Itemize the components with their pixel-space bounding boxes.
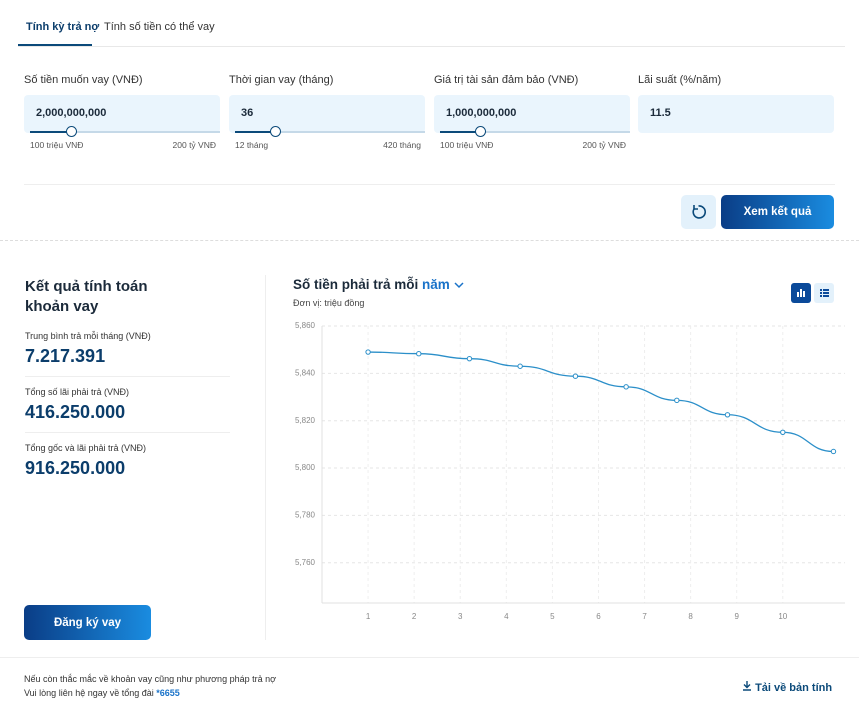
download-text: Tải về bản tính: [755, 682, 833, 694]
chart-subtitle: Đơn vị: triệu đồng: [293, 298, 365, 308]
table-view-button[interactable]: [814, 283, 834, 303]
reset-button[interactable]: [681, 195, 716, 229]
footer-text: Nếu còn thắc mắc về khoản vay cũng như p…: [24, 674, 277, 684]
tab-underline: [18, 44, 92, 46]
stat-value: 7.217.391: [25, 346, 106, 366]
chevron: [454, 282, 464, 289]
slider-min: 12 tháng: [235, 140, 269, 150]
x-tick-label: 4: [504, 612, 509, 621]
bar-icon: [797, 289, 805, 297]
slider-max: 200 tỷ VNĐ: [582, 140, 626, 150]
y-tick-label: 5,760: [295, 558, 316, 567]
stat-divider: [25, 432, 230, 433]
reset-icon: [692, 205, 707, 219]
slider-fill: [440, 131, 481, 133]
slider-knob[interactable]: [270, 126, 281, 137]
slider-min: 100 triệu VNĐ: [30, 140, 84, 150]
slider-track: [440, 131, 630, 133]
point: [780, 429, 786, 436]
input-value: 1,000,000,000: [446, 107, 517, 119]
field-label: Giá trị tài sản đảm bảo (VNĐ): [434, 74, 579, 86]
submit-button[interactable]: Xem kết quả: [721, 195, 834, 229]
y-tick-label: 5,840: [295, 368, 316, 377]
divider: [0, 657, 859, 658]
slider-knob[interactable]: [475, 126, 486, 137]
x-tick-label: 5: [550, 612, 555, 621]
point: [623, 384, 629, 390]
download-link[interactable]: Tải về bản tính: [742, 680, 832, 694]
input-box[interactable]: [434, 95, 630, 133]
stat-value: 916.250.000: [25, 458, 126, 478]
tab-active[interactable]: Tính kỳ trả nợ: [26, 21, 100, 33]
period-select[interactable]: năm: [422, 277, 450, 292]
slider-track: [235, 131, 425, 133]
y-tick-label: 5,780: [295, 511, 316, 520]
x-tick-label: 6: [596, 612, 601, 621]
register-button[interactable]: Đăng ký vay: [24, 605, 151, 640]
divider: [18, 46, 845, 47]
slider-max: 200 tỷ VNĐ: [172, 140, 216, 150]
vertical-divider: [265, 275, 266, 640]
list-icon: [820, 289, 829, 297]
download-icon: [743, 681, 751, 691]
field-label: Thời gian vay (tháng): [229, 74, 334, 86]
tab[interactable]: Tính số tiền có thể vay: [104, 21, 215, 33]
chart-title-text: Số tiền phải trả mỗi: [293, 277, 419, 292]
hotline[interactable]: *6655: [156, 688, 180, 698]
footer-text: Vui lòng liên hệ ngay về tổng đài *6655: [24, 688, 180, 698]
line: [368, 351, 834, 453]
slider-fill: [30, 131, 72, 133]
slider-knob[interactable]: [66, 126, 77, 137]
input-box[interactable]: [24, 95, 220, 133]
results-title: Kết quả tính toán khoản vay: [25, 278, 148, 315]
x-tick-label: 2: [412, 612, 417, 621]
point: [365, 349, 371, 355]
x-tick-label: 1: [366, 612, 371, 621]
input-value: 36: [241, 107, 254, 119]
slider-max: 420 tháng: [383, 140, 421, 150]
y-tick-label: 5,820: [295, 416, 316, 425]
input-box[interactable]: [638, 95, 834, 133]
footer-line: Vui lòng liên hệ ngay về tổng đài: [24, 688, 154, 698]
point: [674, 397, 680, 404]
x-tick-label: 7: [642, 612, 647, 621]
input-box[interactable]: [229, 95, 425, 133]
input-value: 2,000,000,000: [36, 107, 107, 119]
slider-track: [30, 131, 220, 133]
divider: [24, 184, 835, 185]
field-label: Lãi suất (%/năm): [638, 74, 722, 86]
stat-label: Tổng số lãi phải trả (VNĐ): [25, 387, 130, 397]
field-label: Số tiền muốn vay (VNĐ): [24, 74, 143, 86]
point: [517, 363, 523, 369]
stat-label: Tổng gốc và lãi phải trả (VNĐ): [25, 443, 147, 453]
stat-divider: [25, 376, 230, 377]
y-tick-label: 5,800: [295, 463, 316, 472]
slider-min: 100 triệu VNĐ: [440, 140, 494, 150]
stat-label: Trung bình trả mỗi tháng (VNĐ): [25, 331, 151, 341]
point: [572, 373, 579, 379]
x-tick-label: 3: [458, 612, 463, 621]
point: [724, 412, 731, 418]
point: [416, 351, 422, 357]
input-value: 11.5: [650, 107, 671, 119]
stat-value: 416.250.000: [25, 402, 126, 422]
x-tick-label: 9: [734, 612, 739, 621]
point: [830, 448, 837, 455]
chart: 5,760 5,780 5,800 5,820 5,840 5,860 1 2 3 4 5 6 7 8 9 1…: [295, 321, 845, 621]
x-tick-label: 8: [688, 612, 693, 621]
x-tick-label: 10: [778, 612, 787, 621]
dashed-divider: [0, 240, 859, 241]
slider-fill: [235, 131, 276, 133]
y-tick-label: 5,860: [295, 321, 316, 330]
chart-title: Số tiền phải trả mỗi năm: [293, 277, 464, 292]
point: [466, 355, 473, 362]
chart-view-button[interactable]: [791, 283, 811, 303]
